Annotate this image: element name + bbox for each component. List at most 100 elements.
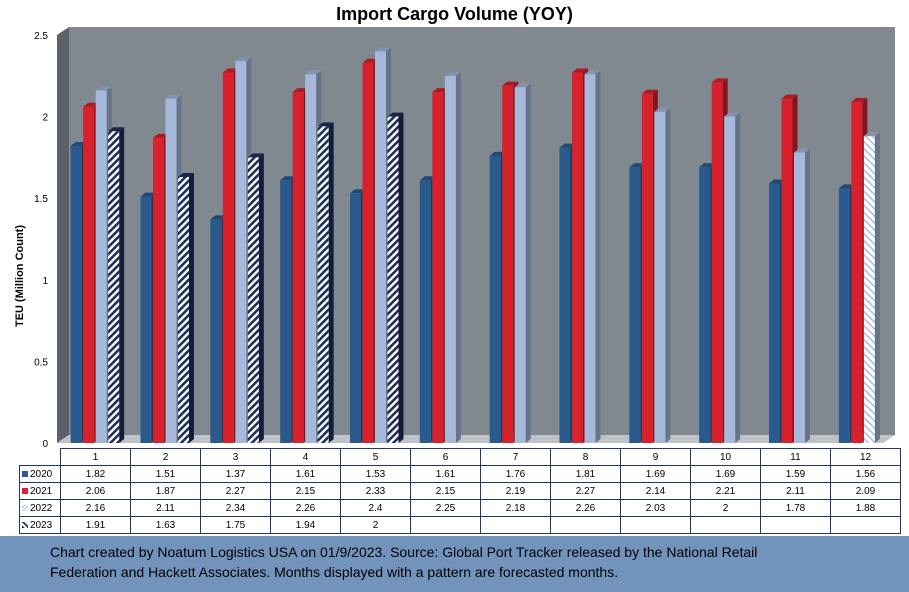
table-cell: 2.27	[550, 482, 621, 500]
table-header-cell: 4	[270, 448, 341, 466]
table-header-cell: 3	[200, 448, 271, 466]
table-header-cell: 10	[690, 448, 761, 466]
table-cell: 2	[340, 516, 411, 534]
plot-back-wall	[69, 27, 895, 435]
table-cell: 2.09	[830, 482, 901, 500]
table-header-cell: 12	[830, 448, 901, 466]
bar-2022-12	[863, 132, 880, 443]
table-cell: 1.81	[550, 465, 621, 483]
bar-2022-9	[654, 107, 671, 443]
table-cell: 1.69	[690, 465, 761, 483]
table-row: 2023 1.91 1.63 1.75 1.94 2	[19, 516, 901, 534]
bar-2023-2	[178, 172, 194, 443]
bar-2022-6	[444, 71, 461, 444]
footer-line-2: Federation and Hackett Associates. Month…	[50, 564, 619, 580]
table-header-cell: 5	[340, 448, 411, 466]
legend-swatch	[22, 521, 28, 528]
bar-2023-5	[387, 112, 404, 443]
legend-entry: 2021	[19, 482, 61, 500]
table-cell: 1.61	[410, 465, 481, 483]
table-cell: 2.26	[550, 499, 621, 517]
table-cell: 2.14	[620, 482, 691, 500]
table-row: 2020 1.82 1.51 1.37 1.61 1.53 1.61 1.76 1.81 1.69…	[19, 465, 901, 483]
legend-label: 2021	[30, 485, 53, 497]
legend-swatch	[22, 487, 28, 494]
y-axis-ticks: 0 0.5 1 1.5 2 2.5	[34, 31, 48, 450]
table-cell: 2.21	[690, 482, 761, 500]
table-cell: 1.94	[270, 516, 341, 534]
table-cell	[760, 516, 831, 534]
table-cell: 2	[690, 499, 761, 517]
legend-label: 2023	[30, 519, 53, 531]
bar-series	[70, 47, 880, 444]
footer-line-1: Chart created by Noatum Logistics USA on…	[50, 544, 758, 560]
table-cell: 2.11	[130, 499, 201, 517]
table-cell	[620, 516, 691, 534]
y-tick-label: 1	[42, 276, 48, 287]
table-header-cell: 7	[480, 448, 551, 466]
legend-entry: 2020	[19, 465, 61, 483]
legend-entry: 2023	[19, 516, 61, 534]
table-cell	[830, 516, 901, 534]
plot-background	[57, 27, 895, 443]
bar-2023-1	[108, 127, 125, 444]
table-header-cell: 9	[620, 448, 691, 466]
table-cell: 2.15	[270, 482, 341, 500]
bar-2022-8	[584, 70, 601, 443]
bar-2022-7	[514, 83, 531, 443]
table-header-cell: 11	[760, 448, 831, 466]
footer-note: Chart created by Noatum Logistics USA on…	[0, 536, 909, 592]
plot-side-wall	[57, 27, 69, 443]
table-row: 2021 2.06 1.87 2.27 2.15 2.33 2.15 2.19 2.27 2.14…	[19, 482, 901, 500]
table-cell: 2.34	[200, 499, 271, 517]
table-header-cell: 6	[410, 448, 481, 466]
table-cell: 2.11	[760, 482, 831, 500]
y-tick-label: 0.5	[34, 357, 48, 368]
table-cell: 1.78	[760, 499, 831, 517]
legend-entry: 2022	[19, 499, 61, 517]
table-cell: 1.76	[480, 465, 551, 483]
legend-swatch	[22, 504, 28, 511]
table-cell: 2.27	[200, 482, 271, 500]
table-cell: 1.51	[130, 465, 201, 483]
table-cell	[690, 516, 761, 534]
table-cell: 2.4	[340, 499, 411, 517]
bar-2022-11	[794, 148, 810, 443]
table-cell: 2.19	[480, 482, 551, 500]
table-cell: 2.06	[60, 482, 131, 500]
y-tick-label: 2.5	[34, 31, 48, 42]
legend-label: 2020	[30, 468, 53, 480]
table-cell: 1.69	[620, 465, 691, 483]
table-cell: 1.53	[340, 465, 411, 483]
table-cell: 2.33	[340, 482, 411, 500]
table-cell: 1.91	[60, 516, 131, 534]
table-row: 2022 2.16 2.11 2.34 2.26 2.4 2.25 2.18 2.26 2.03 2…	[19, 499, 901, 517]
plot-floor	[57, 435, 895, 443]
legend-swatch	[22, 470, 28, 477]
data-table: 1 2 3 4 5 6 7 8 9 10 11 12 2020 1.82 1.51 1.37 1.61 1.53 1…	[19, 448, 901, 534]
table-cell	[480, 516, 551, 534]
table-cell: 2.26	[270, 499, 341, 517]
table-cell: 1.88	[830, 499, 901, 517]
table-cell: 1.56	[830, 465, 901, 483]
legend-label: 2022	[30, 502, 53, 514]
y-tick-label: 1.5	[34, 194, 48, 205]
table-cell	[550, 516, 621, 534]
table-cell: 2.16	[60, 499, 131, 517]
table-cell: 1.37	[200, 465, 271, 483]
table-cell: 2.15	[410, 482, 481, 500]
table-cell: 1.59	[760, 465, 831, 483]
table-cell: 2.03	[620, 499, 691, 517]
table-header-cell: 2	[130, 448, 201, 466]
y-tick-label: 0	[42, 439, 48, 450]
bar-2023-3	[247, 153, 264, 443]
table-corner	[20, 449, 61, 466]
bar-2023-4	[317, 122, 334, 443]
table-cell	[410, 516, 481, 534]
table-header-cell: 8	[550, 448, 621, 466]
table-cell: 1.87	[130, 482, 201, 500]
table-cell: 2.18	[480, 499, 551, 517]
table-cell: 2.25	[410, 499, 481, 517]
table-cell: 1.63	[130, 516, 201, 534]
y-tick-label: 2	[42, 113, 48, 124]
